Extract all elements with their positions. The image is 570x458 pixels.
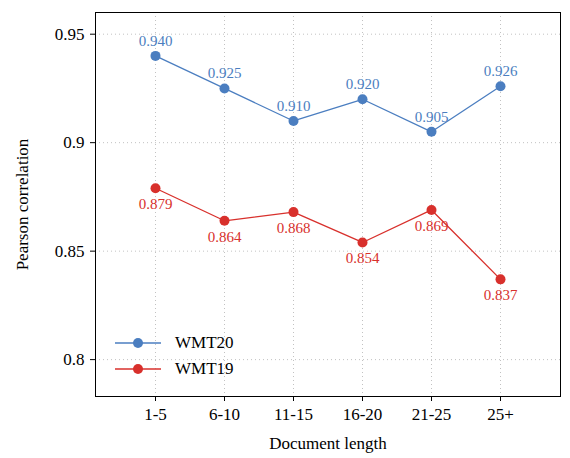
html-text:WMT19: WMT19 <box>175 359 234 378</box>
svg-text:0.925: 0.925 <box>208 65 242 81</box>
svg-text:0.8: 0.8 <box>63 350 84 369</box>
svg-text:0.920: 0.920 <box>346 76 380 92</box>
svg-text:0.868: 0.868 <box>277 220 311 236</box>
svg-text:0.95: 0.95 <box>55 25 85 44</box>
svg-text:0.926: 0.926 <box>484 63 518 79</box>
svg-text:0.864: 0.864 <box>208 229 242 245</box>
svg-text:16-20: 16-20 <box>343 405 383 424</box>
svg-text:0.9: 0.9 <box>63 133 84 152</box>
svg-text:0.910: 0.910 <box>277 98 311 114</box>
svg-text:0.940: 0.940 <box>139 33 173 49</box>
svg-text:0.85: 0.85 <box>55 242 85 261</box>
svg-text:0.879: 0.879 <box>139 196 173 212</box>
svg-text:25+: 25+ <box>487 405 514 424</box>
svg-text:11-15: 11-15 <box>274 405 313 424</box>
svg-text:Pearson correlation: Pearson correlation <box>13 138 32 270</box>
svg-text:0.854: 0.854 <box>346 250 380 266</box>
svg-text:0.869: 0.869 <box>415 218 449 234</box>
svg-text:21-25: 21-25 <box>412 405 452 424</box>
svg-text:6-10: 6-10 <box>209 405 240 424</box>
svg-text:Document length: Document length <box>269 434 387 453</box>
svg-text:0.837: 0.837 <box>484 287 518 303</box>
svg-text:0.905: 0.905 <box>415 109 449 125</box>
svg-text:1-5: 1-5 <box>144 405 167 424</box>
html-text:WMT20: WMT20 <box>175 333 234 352</box>
